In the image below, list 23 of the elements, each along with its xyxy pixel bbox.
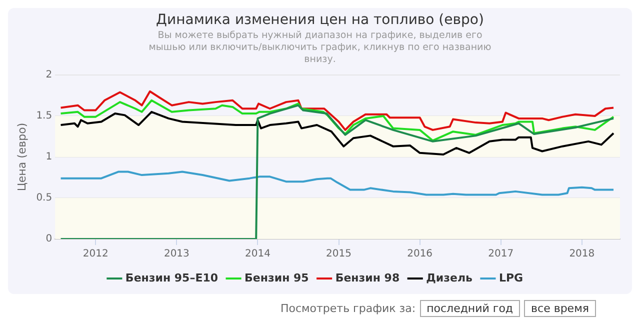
- x-tick-label: 2013: [164, 248, 190, 260]
- legend-label: Бензин 98: [335, 271, 400, 284]
- text: Посмотреть график за:: [280, 302, 416, 315]
- y-tick-label: 2: [46, 70, 52, 81]
- y-tick-label: 0: [46, 234, 52, 245]
- chart-title: Динамика изменения цен на топливо (евро): [155, 12, 485, 28]
- x-tick-label: 2012: [82, 248, 108, 260]
- legend-label: LPG: [498, 271, 524, 284]
- y-tick-label: 1.5: [36, 110, 52, 122]
- text: последний год: [420, 300, 520, 317]
- y-tick-label: 0.5: [36, 192, 52, 204]
- legend-label: Бензин 95: [244, 271, 309, 284]
- text: все время: [524, 300, 596, 317]
- x-tick-label: 2018: [569, 248, 595, 260]
- x-tick-label: 2014: [244, 248, 270, 260]
- x-tick-label: 2015: [326, 248, 352, 260]
- chart-subtitle: Вы можете выбрать нужный диапазон на графике, выделив его мышью или включить/выключить график, кликнув по его названию внизу.: [148, 30, 492, 66]
- legend-label: Бензин 95–E10: [125, 271, 218, 284]
- x-tick-label: 2017: [488, 248, 514, 260]
- y-axis-title: Цена (евро): [15, 122, 28, 192]
- x-tick-label: 2016: [407, 248, 433, 260]
- y-tick-label: 1: [46, 152, 52, 163]
- legend-label: Дизель: [426, 271, 473, 284]
